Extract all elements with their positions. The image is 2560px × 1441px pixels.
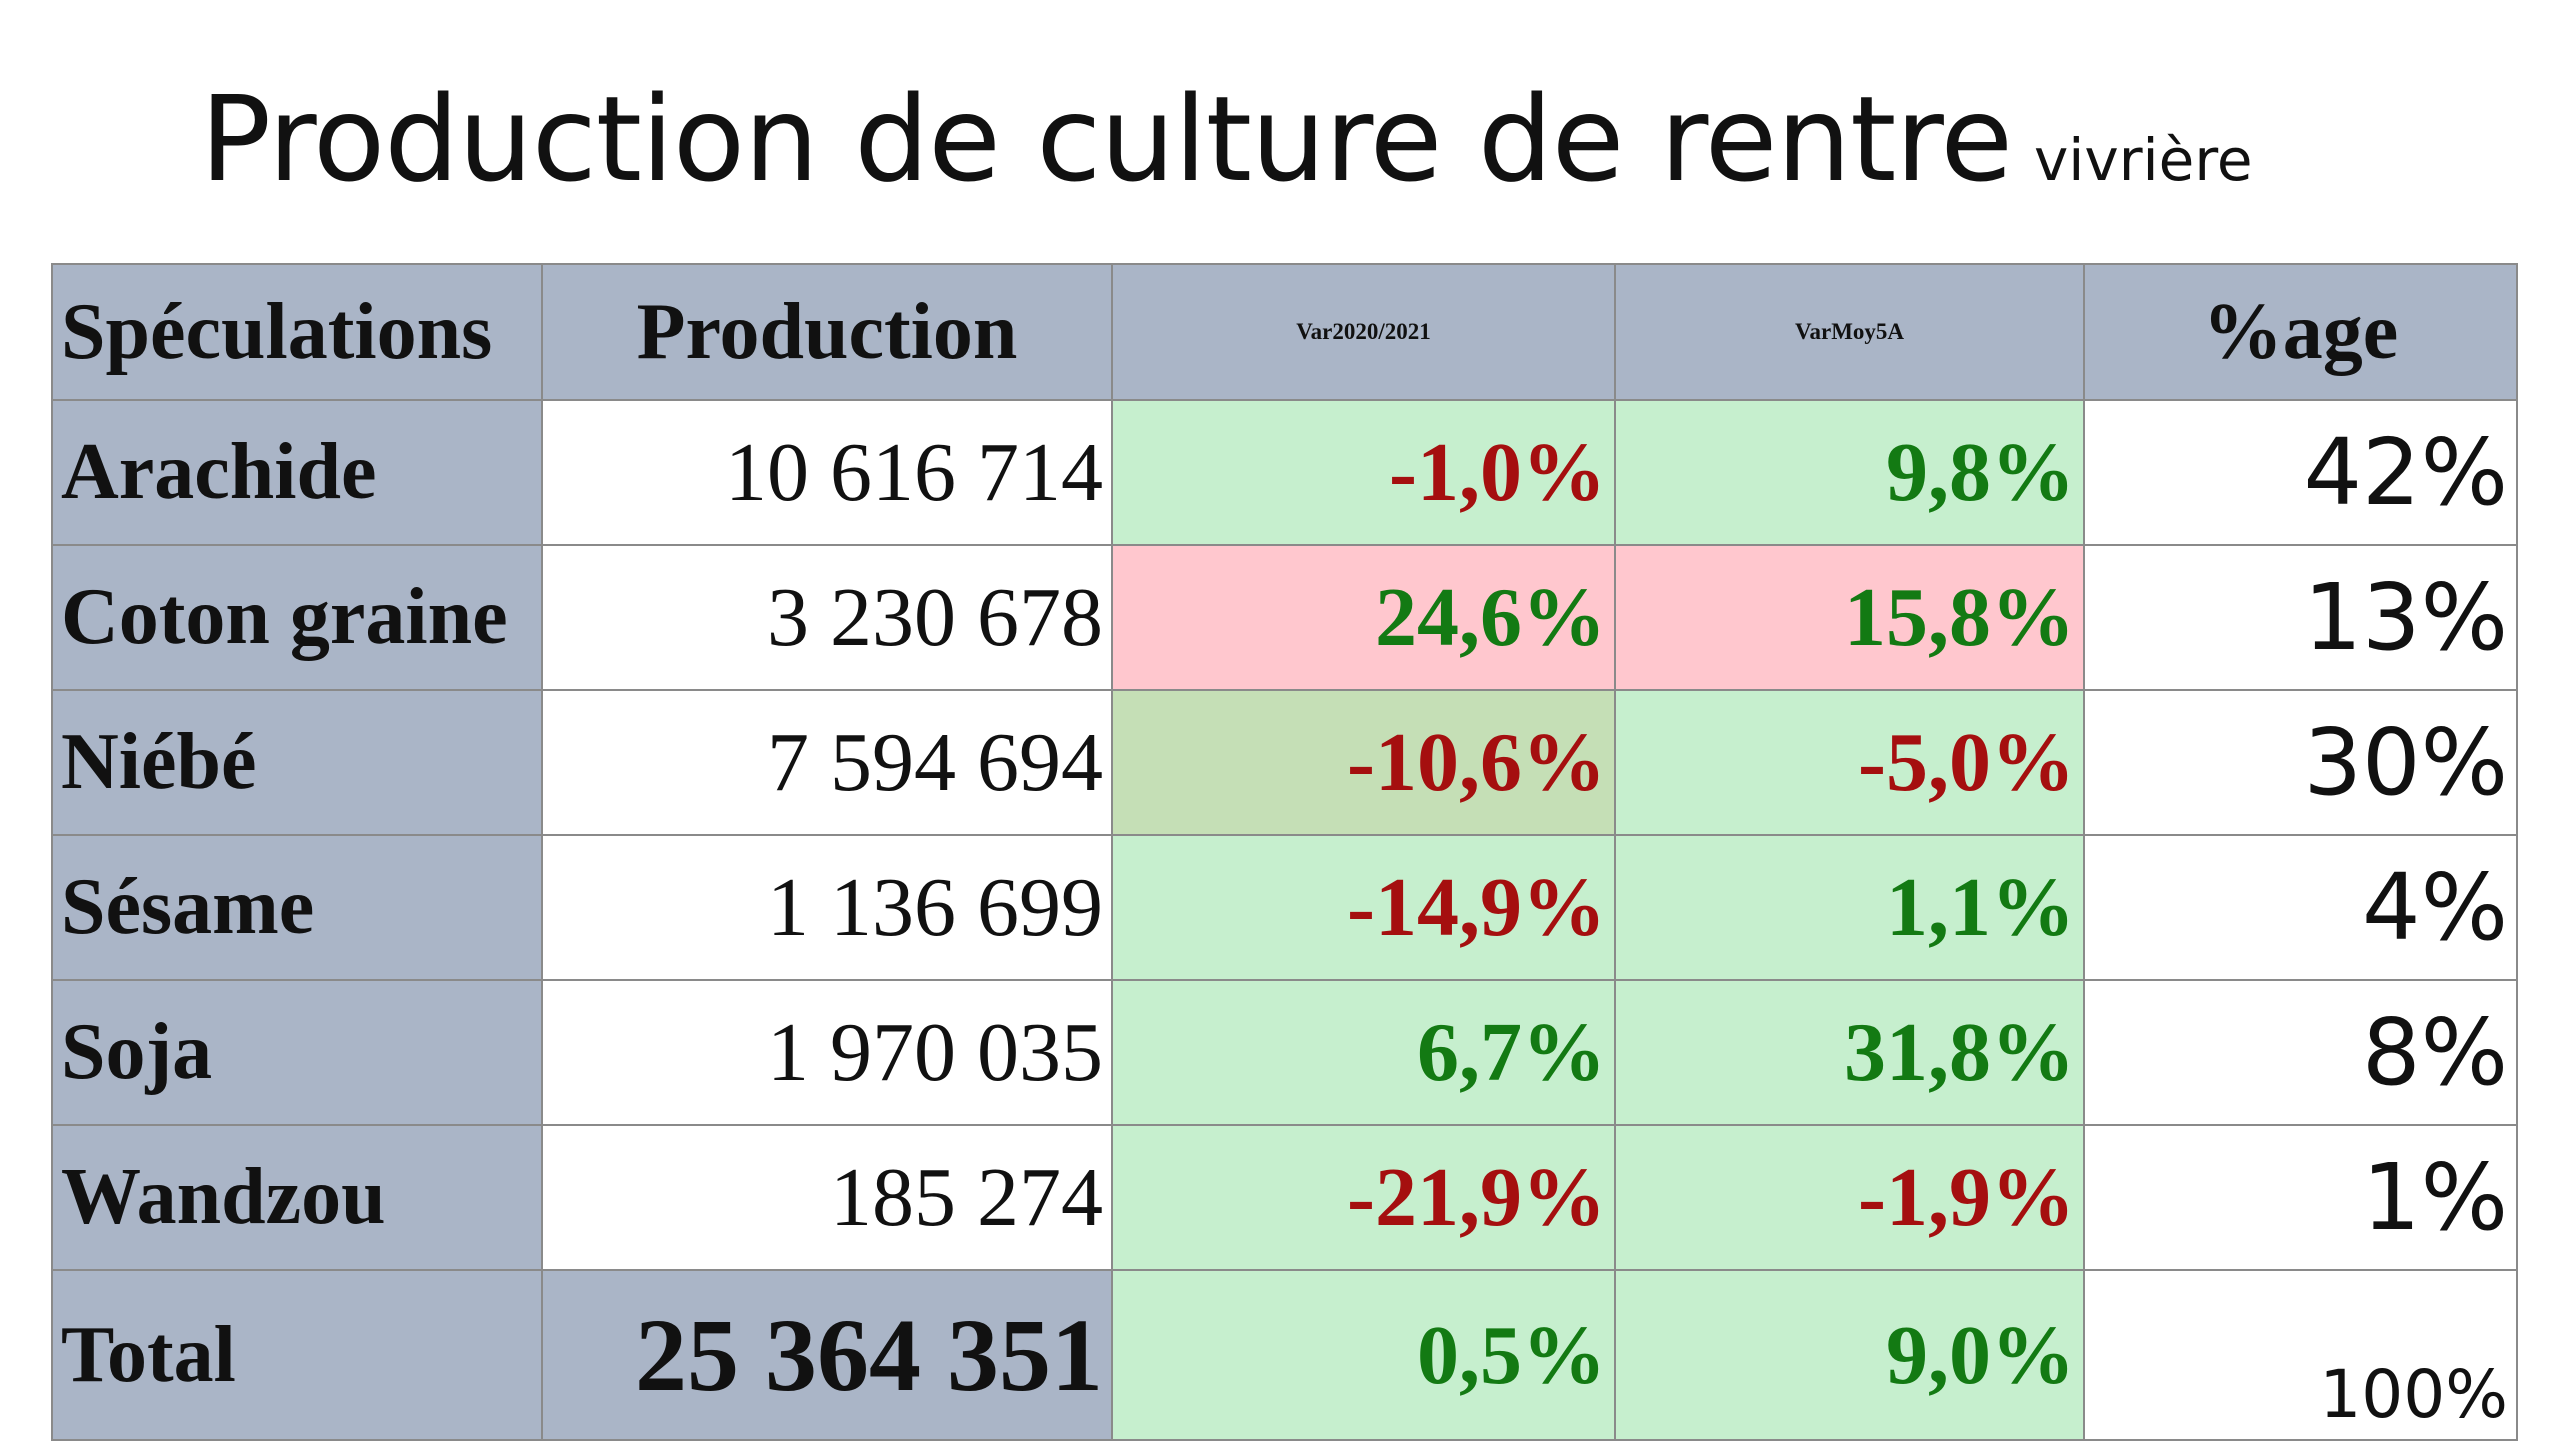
row-pct: 13% — [2083, 544, 2518, 691]
total-name: Total — [51, 1269, 543, 1441]
header-speculations: Spéculations — [51, 263, 543, 401]
row-var: 6,7% — [1111, 979, 1616, 1126]
row-pct: 42% — [2083, 399, 2518, 546]
row-production: 1 136 699 — [541, 834, 1113, 981]
table-row: Coton graine 3 230 678 24,6% 15,8% 13% — [51, 544, 2518, 691]
table-row: Niébé 7 594 694 -10,6% -5,0% 30% — [51, 689, 2518, 836]
total-production: 25 364 351 — [541, 1269, 1113, 1441]
row-varmoy: -5,0% — [1614, 689, 2085, 836]
row-var: -1,0% — [1111, 399, 1616, 546]
production-table: Spéculations Production Var2020/2021 Var… — [51, 263, 2518, 1441]
title-sub: vivrière — [2033, 126, 2253, 194]
row-pct: 30% — [2083, 689, 2518, 836]
row-name: Wandzou — [51, 1124, 543, 1271]
row-var: 24,6% — [1111, 544, 1616, 691]
row-production: 3 230 678 — [541, 544, 1113, 691]
slide-title: Production de culture de rentre vivrière — [200, 70, 2253, 208]
header-percentage: %age — [2083, 263, 2518, 401]
total-row: Total 25 364 351 0,5% 9,0% 100% — [51, 1269, 2518, 1441]
row-production: 10 616 714 — [541, 399, 1113, 546]
row-production: 185 274 — [541, 1124, 1113, 1271]
total-varmoy: 9,0% — [1614, 1269, 2085, 1441]
row-name: Niébé — [51, 689, 543, 836]
row-varmoy: -1,9% — [1614, 1124, 2085, 1271]
table-row: Arachide 10 616 714 -1,0% 9,8% 42% — [51, 399, 2518, 546]
row-varmoy: 9,8% — [1614, 399, 2085, 546]
row-var: -21,9% — [1111, 1124, 1616, 1271]
row-var: -14,9% — [1111, 834, 1616, 981]
row-pct: 8% — [2083, 979, 2518, 1126]
row-varmoy: 15,8% — [1614, 544, 2085, 691]
row-name: Sésame — [51, 834, 543, 981]
row-name: Soja — [51, 979, 543, 1126]
row-pct: 4% — [2083, 834, 2518, 981]
row-name: Arachide — [51, 399, 543, 546]
total-var: 0,5% — [1111, 1269, 1616, 1441]
table-row: Soja 1 970 035 6,7% 31,8% 8% — [51, 979, 2518, 1126]
total-pct: 100% — [2083, 1269, 2518, 1441]
row-production: 7 594 694 — [541, 689, 1113, 836]
header-var-moy-5a: VarMoy5A — [1614, 263, 2085, 401]
header-var-2020-2021: Var2020/2021 — [1111, 263, 1616, 401]
row-production: 1 970 035 — [541, 979, 1113, 1126]
row-pct: 1% — [2083, 1124, 2518, 1271]
table-row: Wandzou 185 274 -21,9% -1,9% 1% — [51, 1124, 2518, 1271]
row-var: -10,6% — [1111, 689, 1616, 836]
table-row: Sésame 1 136 699 -14,9% 1,1% 4% — [51, 834, 2518, 981]
header-row: Spéculations Production Var2020/2021 Var… — [51, 263, 2518, 401]
title-main: Production de culture de rentre — [200, 70, 2013, 208]
header-production: Production — [541, 263, 1113, 401]
row-name: Coton graine — [51, 544, 543, 691]
row-varmoy: 31,8% — [1614, 979, 2085, 1126]
row-varmoy: 1,1% — [1614, 834, 2085, 981]
